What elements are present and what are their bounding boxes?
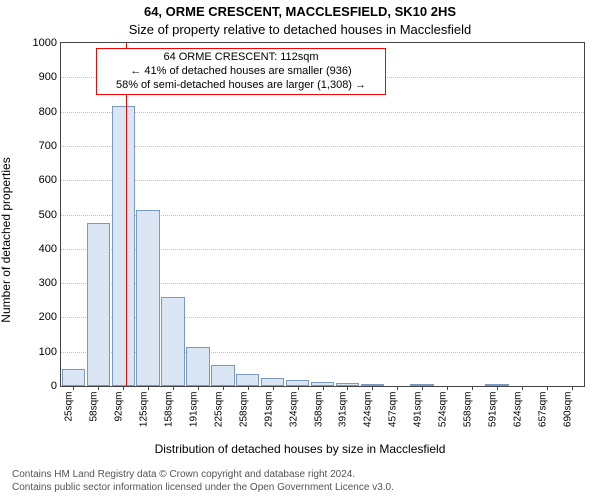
x-tick-label: 524sqm xyxy=(438,392,449,436)
x-tick-mark xyxy=(173,386,174,390)
x-tick-mark xyxy=(472,386,473,390)
x-tick-mark xyxy=(123,386,124,390)
x-tick-label: 424sqm xyxy=(363,392,374,436)
histogram-bar xyxy=(62,369,85,386)
x-tick-mark xyxy=(497,386,498,390)
x-tick-mark xyxy=(98,386,99,390)
y-tick-label: 700 xyxy=(39,140,57,152)
y-tick-label: 400 xyxy=(39,243,57,255)
x-axis-label: Distribution of detached houses by size … xyxy=(0,442,600,456)
callout-box: 64 ORME CRESCENT: 112sqm ← 41% of detach… xyxy=(96,48,386,95)
y-tick-label: 800 xyxy=(39,106,57,118)
y-tick-label: 100 xyxy=(39,346,57,358)
y-tick-label: 300 xyxy=(39,277,57,289)
x-tick-mark xyxy=(422,386,423,390)
gridline xyxy=(61,146,584,147)
x-tick-mark xyxy=(273,386,274,390)
x-tick-label: 657sqm xyxy=(537,392,548,436)
x-tick-mark xyxy=(572,386,573,390)
x-tick-mark xyxy=(298,386,299,390)
x-tick-label: 125sqm xyxy=(139,392,150,436)
callout-line2: ← 41% of detached houses are smaller (93… xyxy=(101,65,381,79)
gridline xyxy=(61,180,584,181)
y-tick-label: 0 xyxy=(51,380,57,392)
y-tick-label: 200 xyxy=(39,311,57,323)
y-tick-label: 600 xyxy=(39,174,57,186)
histogram-bar xyxy=(87,223,110,386)
histogram-bar xyxy=(236,374,259,386)
x-tick-label: 225sqm xyxy=(213,392,224,436)
x-tick-mark xyxy=(223,386,224,390)
gridline xyxy=(61,112,584,113)
x-tick-label: 690sqm xyxy=(562,392,573,436)
page-title-line1: 64, ORME CRESCENT, MACCLESFIELD, SK10 2H… xyxy=(0,4,600,19)
y-tick-label: 500 xyxy=(39,209,57,221)
footer-line2: Contains public sector information licen… xyxy=(12,482,588,495)
page-title-line2: Size of property relative to detached ho… xyxy=(0,22,600,37)
histogram-bar xyxy=(261,378,284,386)
x-tick-mark xyxy=(547,386,548,390)
x-tick-mark xyxy=(73,386,74,390)
x-tick-mark xyxy=(248,386,249,390)
x-tick-mark xyxy=(397,386,398,390)
callout-line1: 64 ORME CRESCENT: 112sqm xyxy=(101,51,381,65)
x-tick-mark xyxy=(372,386,373,390)
histogram-bar xyxy=(186,347,209,386)
x-tick-label: 25sqm xyxy=(64,392,75,436)
footer-line1: Contains HM Land Registry data © Crown c… xyxy=(12,469,588,482)
x-tick-label: 92sqm xyxy=(114,392,125,436)
histogram-bar xyxy=(161,297,184,386)
x-tick-label: 491sqm xyxy=(413,392,424,436)
x-tick-label: 258sqm xyxy=(238,392,249,436)
x-tick-mark xyxy=(522,386,523,390)
histogram-bar xyxy=(136,210,159,386)
x-tick-label: 624sqm xyxy=(512,392,523,436)
y-tick-label: 900 xyxy=(39,71,57,83)
x-tick-label: 558sqm xyxy=(462,392,473,436)
x-tick-label: 324sqm xyxy=(288,392,299,436)
y-tick-label: 1000 xyxy=(33,37,57,49)
histogram-bar xyxy=(112,106,135,386)
x-tick-label: 191sqm xyxy=(188,392,199,436)
x-tick-label: 591sqm xyxy=(487,392,498,436)
callout-line3: 58% of semi-detached houses are larger (… xyxy=(101,79,381,93)
x-tick-mark xyxy=(347,386,348,390)
footer: Contains HM Land Registry data © Crown c… xyxy=(12,469,588,494)
x-tick-mark xyxy=(323,386,324,390)
x-tick-mark xyxy=(148,386,149,390)
x-tick-label: 457sqm xyxy=(388,392,399,436)
x-tick-label: 358sqm xyxy=(313,392,324,436)
x-tick-mark xyxy=(198,386,199,390)
x-tick-mark xyxy=(447,386,448,390)
x-tick-label: 158sqm xyxy=(164,392,175,436)
x-tick-label: 291sqm xyxy=(263,392,274,436)
x-tick-label: 58sqm xyxy=(89,392,100,436)
x-tick-label: 391sqm xyxy=(338,392,349,436)
histogram-bar xyxy=(211,365,234,386)
y-axis-label: Number of detached properties xyxy=(0,157,13,322)
histogram-plot: 0100200300400500600700800900100025sqm58s… xyxy=(60,42,585,387)
